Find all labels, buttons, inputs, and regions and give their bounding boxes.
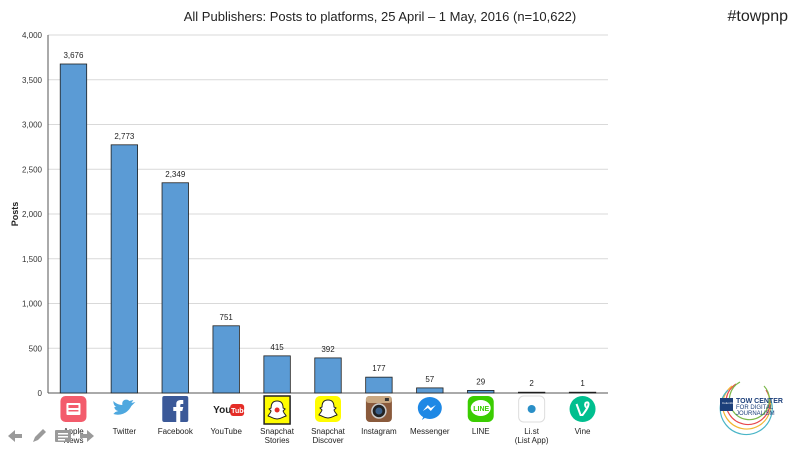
logo-line2: FOR DIGITAL <box>736 405 774 411</box>
back-arrow-icon[interactable] <box>6 428 24 444</box>
snapchat-discover-icon <box>315 396 341 422</box>
data-label: 415 <box>270 343 284 352</box>
instagram-icon <box>365 396 392 422</box>
forward-arrow-icon[interactable] <box>78 428 96 444</box>
data-label: 2,349 <box>165 170 186 179</box>
x-tick-label: Apple <box>63 427 84 436</box>
x-tick-label: Vine <box>575 427 591 436</box>
bar <box>212 325 240 394</box>
y-tick-label: 3,000 <box>22 121 43 130</box>
bar <box>518 391 546 394</box>
data-label: 3,676 <box>63 51 84 60</box>
x-tick-label: Facebook <box>158 427 194 436</box>
hashtag: #towpnp <box>727 8 789 25</box>
x-tick-label: Stories <box>265 436 290 445</box>
list-app-icon <box>518 395 546 423</box>
menu-icon[interactable] <box>54 428 72 444</box>
x-tick-label: LINE <box>472 427 490 436</box>
x-tick-label: (List App) <box>515 436 549 445</box>
y-tick-label: 0 <box>38 389 43 398</box>
slide-nav <box>6 428 96 444</box>
data-label: 1 <box>580 379 585 388</box>
x-tick-label: Snapchat <box>311 427 346 436</box>
y-tick-label: 500 <box>29 344 43 353</box>
data-label: 29 <box>476 377 485 386</box>
x-tick-label: Twitter <box>113 427 137 436</box>
data-label: 57 <box>425 375 434 384</box>
x-tick-label: Li.st <box>524 427 539 436</box>
pen-icon[interactable] <box>30 428 48 444</box>
bar <box>314 357 342 394</box>
bar <box>161 182 189 394</box>
x-tick-label: YouTube <box>210 427 242 436</box>
data-label: 392 <box>321 345 335 354</box>
facebook-icon <box>162 396 189 422</box>
data-label: 2 <box>529 379 534 388</box>
messenger-icon <box>417 397 442 420</box>
twitter-icon <box>113 399 136 415</box>
logo-badge: Columbia Journalism School <box>722 401 760 405</box>
x-tick-label: Discover <box>312 436 343 445</box>
data-label: 177 <box>372 364 386 373</box>
y-tick-label: 2,000 <box>22 210 43 219</box>
line-icon: LINE <box>467 396 494 422</box>
x-tick-label: Snapchat <box>260 427 295 436</box>
chart-title: All Publishers: Posts to platforms, 25 A… <box>183 9 577 24</box>
bar <box>110 144 139 394</box>
y-tick-label: 1,500 <box>22 255 43 264</box>
svg-text:Tube: Tube <box>231 408 247 415</box>
x-tick-label: Messenger <box>410 427 450 436</box>
bar <box>568 391 597 394</box>
snapchat-stories-icon <box>263 395 291 425</box>
logo-line1: TOW CENTER <box>736 398 783 405</box>
bar <box>467 390 495 394</box>
bar <box>59 63 88 394</box>
bar <box>416 387 444 394</box>
y-tick-label: 3,500 <box>22 76 43 85</box>
y-axis-label: Posts <box>10 202 20 227</box>
x-tick-label: News <box>63 436 83 445</box>
data-label: 2,773 <box>114 132 135 141</box>
svg-text:LINE: LINE <box>473 406 489 413</box>
x-tick-label: Instagram <box>361 427 397 436</box>
bar <box>263 355 291 394</box>
bar <box>365 376 393 394</box>
y-tick-label: 4,000 <box>22 31 43 40</box>
tow-center-logo: Columbia Journalism School TOW CENTER FO… <box>719 381 783 436</box>
logo-line3: JOURNALISM <box>736 411 775 417</box>
y-tick-label: 1,000 <box>22 300 43 309</box>
youtube-icon: You Tube <box>213 404 247 416</box>
svg-text:You: You <box>213 405 231 416</box>
vine-icon <box>569 396 596 422</box>
y-tick-label: 2,500 <box>22 165 43 174</box>
data-label: 751 <box>220 313 234 322</box>
apple-news-icon <box>60 396 87 422</box>
